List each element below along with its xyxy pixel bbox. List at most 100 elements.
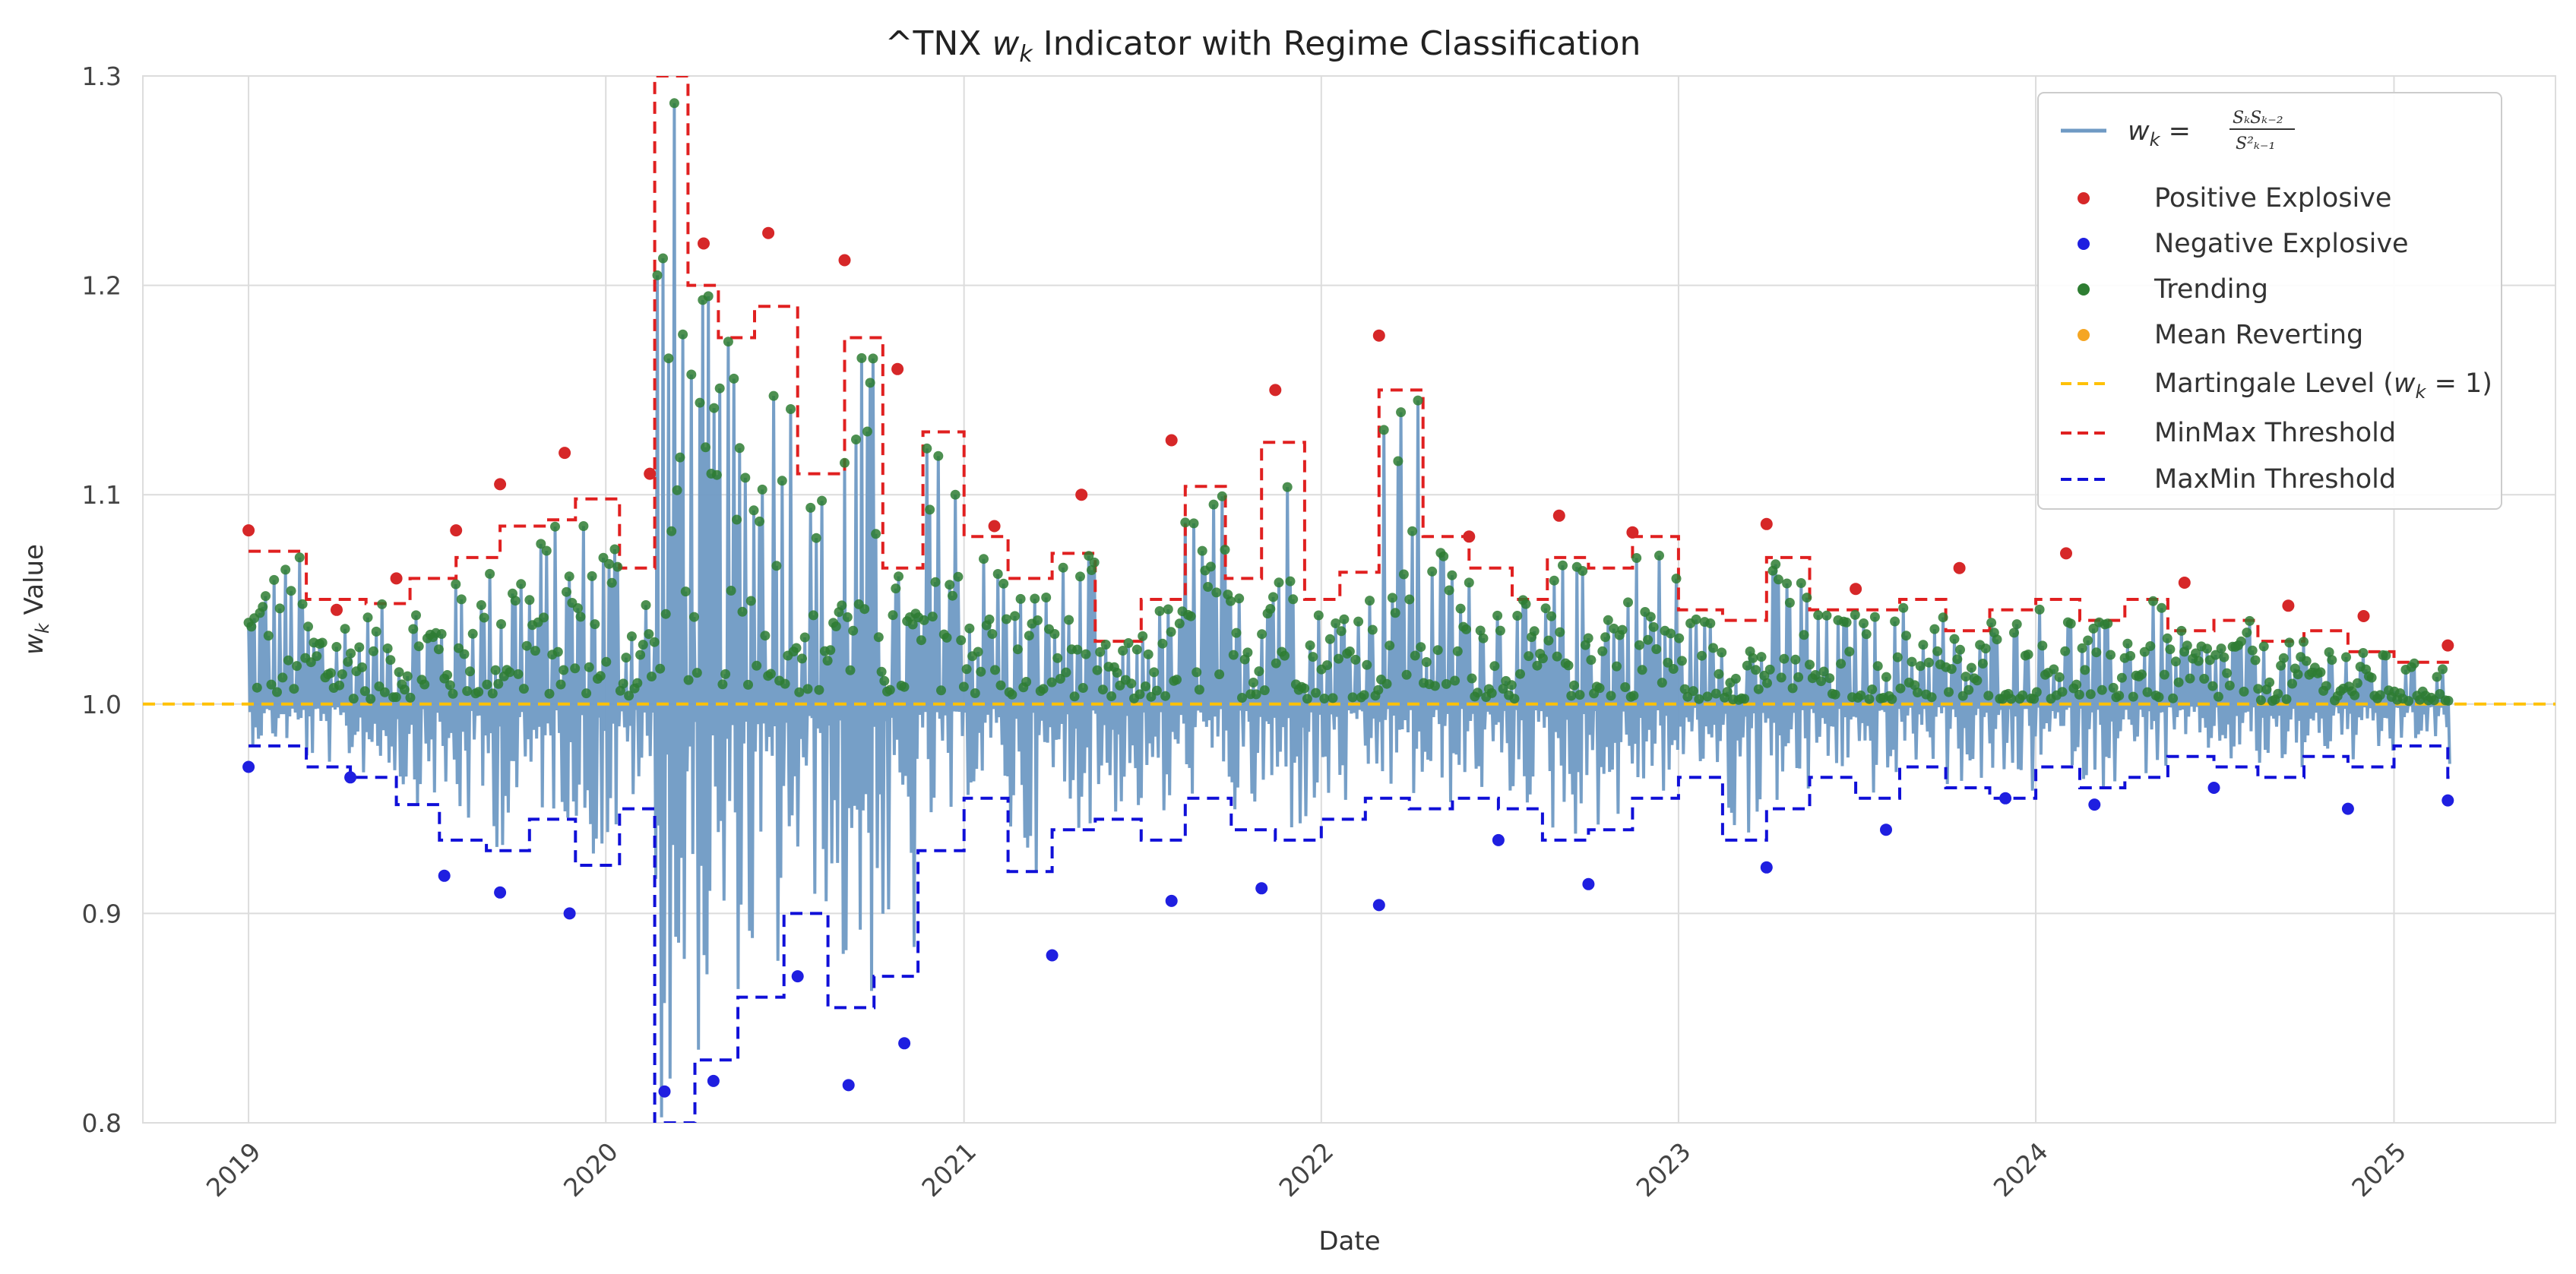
trending-point bbox=[1944, 687, 1954, 697]
trending-point bbox=[1131, 644, 1142, 655]
trending-point bbox=[1623, 597, 1633, 608]
trending-point bbox=[1123, 638, 1134, 648]
trending-point bbox=[1637, 665, 1647, 675]
trending-point bbox=[1058, 562, 1068, 573]
trending-point bbox=[485, 568, 495, 579]
trending-point bbox=[1265, 604, 1276, 614]
negative-explosive-point bbox=[898, 1037, 911, 1050]
trending-point bbox=[312, 651, 322, 662]
trending-point bbox=[1185, 611, 1196, 621]
y-tick-label: 1.3 bbox=[82, 62, 122, 91]
trending-point bbox=[2137, 669, 2147, 680]
trending-point bbox=[1679, 684, 1690, 694]
trending-point bbox=[348, 694, 359, 704]
trending-point bbox=[990, 665, 1000, 675]
trending-point bbox=[550, 521, 560, 532]
trending-point bbox=[1163, 604, 1173, 615]
positive-explosive-point bbox=[242, 524, 255, 537]
trending-point bbox=[359, 686, 370, 697]
trending-point bbox=[964, 623, 975, 634]
trending-point bbox=[2054, 672, 2065, 682]
legend-maxmin-label: MaxMin Threshold bbox=[2154, 464, 2396, 495]
trending-point bbox=[1926, 692, 1937, 703]
trending-point bbox=[1915, 661, 1926, 672]
trending-point bbox=[1387, 593, 1397, 603]
trending-point bbox=[1180, 517, 1191, 528]
trending-point bbox=[385, 655, 396, 665]
trending-point bbox=[1907, 656, 1917, 667]
trending-point bbox=[1952, 654, 1963, 665]
trending-point bbox=[837, 600, 847, 611]
trending-point bbox=[2250, 655, 2261, 665]
trending-point bbox=[995, 680, 1006, 691]
trending-point bbox=[683, 675, 694, 685]
trending-point bbox=[325, 668, 336, 678]
trending-point bbox=[1271, 658, 1281, 669]
trending-point bbox=[714, 383, 725, 394]
trending-point bbox=[771, 561, 782, 571]
trending-point bbox=[252, 682, 262, 693]
trending-point bbox=[1078, 683, 1088, 693]
legend-mean-reverting-marker bbox=[2078, 329, 2090, 341]
trending-point bbox=[1498, 684, 1508, 694]
trending-point bbox=[413, 641, 424, 652]
trending-point bbox=[1929, 624, 1940, 634]
trending-point bbox=[505, 667, 515, 678]
trending-point bbox=[400, 684, 410, 695]
trending-point bbox=[1609, 623, 1619, 634]
positive-explosive-point bbox=[1165, 434, 1178, 447]
trending-point bbox=[941, 632, 952, 643]
trending-point bbox=[1702, 691, 1713, 702]
trending-point bbox=[1668, 664, 1679, 674]
trending-point bbox=[1612, 661, 1622, 672]
trending-point bbox=[2011, 619, 2022, 630]
trending-point bbox=[1251, 689, 1261, 700]
trending-point bbox=[1506, 680, 1517, 691]
trending-point bbox=[672, 485, 682, 495]
trending-point bbox=[391, 692, 401, 703]
trending-point bbox=[2199, 674, 2210, 684]
trending-point bbox=[1126, 678, 1137, 689]
positive-explosive-point bbox=[1626, 526, 1639, 539]
trending-point bbox=[2065, 618, 2076, 629]
trending-point bbox=[2162, 633, 2173, 643]
trending-point bbox=[1555, 627, 1565, 637]
trending-point bbox=[2236, 636, 2246, 646]
trending-point bbox=[1586, 655, 1597, 665]
negative-explosive-point bbox=[2207, 782, 2220, 794]
positive-explosive-point bbox=[559, 447, 571, 460]
trending-point bbox=[590, 619, 600, 630]
trending-point bbox=[2341, 652, 2351, 662]
trending-point bbox=[2222, 668, 2233, 678]
trending-point bbox=[1872, 661, 1883, 672]
trending-point bbox=[1844, 646, 1855, 657]
trending-point bbox=[2245, 615, 2255, 626]
trending-point bbox=[752, 660, 762, 671]
negative-explosive-point bbox=[1880, 824, 1892, 836]
trending-point bbox=[1594, 683, 1605, 694]
trending-point bbox=[584, 662, 594, 672]
trending-point bbox=[1787, 683, 1798, 694]
trending-point bbox=[1381, 678, 1392, 689]
trending-point bbox=[2429, 695, 2439, 706]
negative-explosive-point bbox=[1165, 894, 1178, 907]
legend-wk-label: wk = bbox=[2128, 116, 2191, 150]
trending-point bbox=[609, 544, 620, 555]
trending-point bbox=[2080, 665, 2090, 675]
trending-point bbox=[1574, 690, 1585, 700]
trending-point bbox=[1813, 610, 1824, 621]
trending-point bbox=[635, 650, 646, 660]
trending-point bbox=[2103, 618, 2113, 629]
trending-point bbox=[1799, 630, 1809, 640]
trending-point bbox=[1818, 666, 1829, 677]
trending-point bbox=[1359, 690, 1369, 700]
trending-point bbox=[1710, 688, 1721, 699]
trending-point bbox=[1805, 659, 1815, 670]
trending-point bbox=[1861, 629, 1872, 640]
trending-point bbox=[1634, 640, 1644, 650]
trending-point bbox=[382, 643, 393, 653]
x-axis-label: Date bbox=[1318, 1226, 1380, 1257]
wk-series-line bbox=[247, 103, 2451, 1118]
trending-point bbox=[1089, 557, 1100, 567]
trending-point bbox=[2202, 643, 2212, 654]
